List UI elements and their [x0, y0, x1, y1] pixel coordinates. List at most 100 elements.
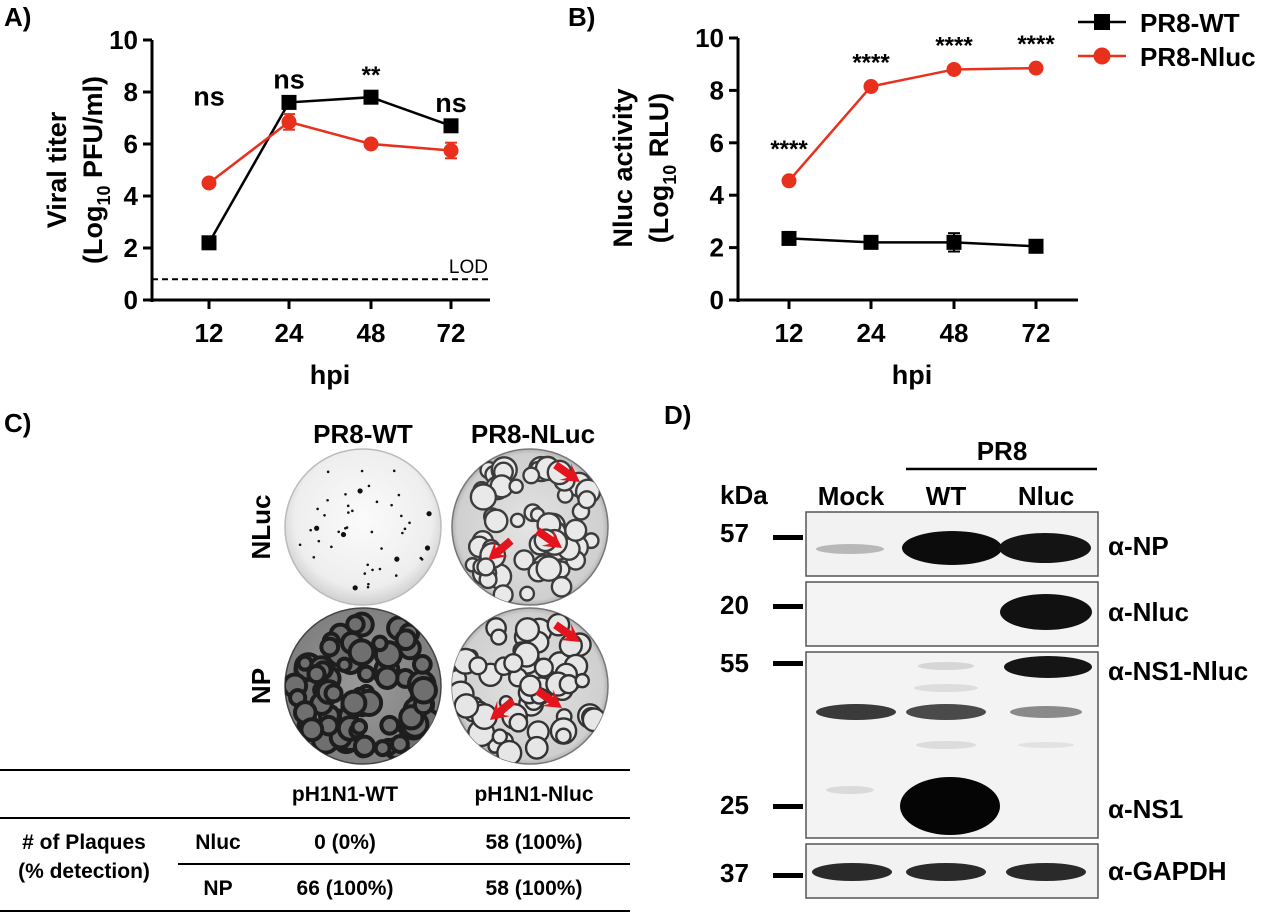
chart-b-significance-label: **** — [935, 32, 973, 59]
chart-b-y-tick-label: 4 — [710, 180, 725, 210]
plaque-dot — [347, 511, 350, 514]
marker-tick-57 — [773, 535, 803, 540]
plaque-ring — [373, 739, 392, 758]
panel-c-row-label-nluc: NLuc — [246, 495, 276, 560]
chart-a-point-nluc — [443, 143, 459, 158]
plaque-dot — [367, 582, 370, 586]
table-row-label-np: NP — [203, 877, 232, 900]
plaque-dot — [337, 530, 341, 534]
panel-c: C) PR8-WT PR8-NLuc NLuc NP — [0, 408, 630, 912]
plaque-ring — [519, 585, 536, 602]
chart-a-xlabel: hpi — [310, 360, 351, 390]
plaque-ring — [468, 656, 488, 676]
arrow-icon — [490, 697, 516, 720]
kda-label: kDa — [720, 480, 768, 510]
chart-a-significance-label: ns — [435, 88, 467, 118]
lane-label-mock: Mock — [818, 481, 885, 511]
panel-d-label: D) — [664, 400, 691, 430]
legend-wt-label: PR8-WT — [1140, 8, 1240, 38]
chart-a-y-tick-label: 0 — [124, 285, 138, 315]
plaque-ring — [296, 654, 314, 672]
table-cell-np-wt: 66 (100%) — [297, 877, 394, 900]
plaque-dot — [401, 531, 404, 535]
plaque-ring — [564, 518, 588, 542]
chart-b-xlabel: hpi — [892, 360, 933, 390]
panel-c-col-header-wt: PR8-WT — [313, 419, 413, 449]
marker-20: 20 — [720, 590, 749, 620]
chart-a-point-nluc — [363, 136, 379, 152]
chart-b-y-tick-label: 6 — [710, 128, 724, 158]
plaque-dot — [346, 504, 350, 508]
chart-a-series-nluc-line — [208, 120, 452, 184]
antibody-ns1-nluc: α-NS1-Nluc — [1108, 656, 1248, 686]
plaque-ring — [345, 614, 366, 635]
plaque-ring — [476, 557, 496, 577]
table-header-wt: pH1N1-WT — [292, 783, 398, 806]
plaque-dot — [317, 539, 321, 543]
chart-b-point-nluc — [946, 61, 962, 77]
chart-b-point-nluc — [781, 173, 797, 189]
plaque-dot — [344, 526, 347, 530]
chart-b-point-nluc — [863, 78, 879, 94]
table-cell-nluc-wt: 0 (0%) — [314, 831, 376, 854]
chart-a-y-tick-label: 4 — [124, 181, 139, 211]
plaque-ring — [469, 483, 498, 511]
chart-b-x-tick-label: 72 — [1022, 318, 1051, 348]
plaque-ring — [340, 689, 368, 717]
plaque-ring — [299, 717, 325, 743]
plaque-ring — [496, 739, 523, 764]
plaque-ring — [306, 663, 327, 685]
plaque-ring — [535, 555, 563, 582]
plaque-ring — [519, 674, 542, 697]
plaque-dot — [323, 513, 326, 517]
plaque-ring — [371, 634, 389, 653]
plaque-dot — [314, 525, 320, 531]
plaque-ring — [513, 549, 535, 571]
arrow-icon — [553, 461, 580, 482]
marker-25: 25 — [720, 790, 749, 820]
plaque-dot — [330, 545, 333, 549]
plaque-dot — [380, 547, 383, 550]
marker-37: 37 — [720, 858, 749, 888]
panel-c-row-label-np: NP — [246, 668, 276, 704]
plaque-ring — [453, 693, 480, 719]
plaque-dot — [360, 469, 364, 473]
plaque-ring — [390, 734, 410, 754]
arrow-icon — [553, 621, 580, 642]
plaque-ring — [581, 707, 607, 733]
plaque-dot — [352, 585, 358, 591]
plate-nluc-np — [451, 607, 609, 765]
plaque-dot — [375, 500, 379, 504]
chart-b-significance-label: **** — [852, 49, 890, 76]
arrow-icon — [535, 527, 562, 548]
arrow-icon — [535, 687, 562, 708]
plaque-ring — [357, 664, 376, 684]
chart-a-point-wt — [363, 89, 379, 105]
marker-tick-20 — [773, 604, 803, 609]
chart-a-point-nluc — [281, 114, 297, 130]
plate-wt-nluc — [284, 448, 442, 606]
panel-b-label: B) — [568, 2, 595, 32]
chart-a-x-tick-label: 24 — [275, 318, 304, 348]
chart-a-y-tick-label: 6 — [124, 129, 138, 159]
plaque-ring — [550, 575, 573, 598]
chart-a-significance-label: ns — [273, 64, 305, 94]
plaque-ring — [508, 712, 529, 733]
plaque-dot — [298, 543, 302, 547]
chart-a-point-wt — [281, 94, 297, 110]
plaque-table: pH1N1-WT pH1N1-Nluc # of Plaques (% dete… — [0, 769, 630, 912]
plaque-dot — [394, 556, 400, 562]
table-row-group-line1: # of Plaques — [22, 831, 146, 854]
chart-b-point-wt — [1028, 238, 1044, 254]
table-header-nluc: pH1N1-Nluc — [474, 783, 593, 806]
chart-b-point-wt — [863, 234, 879, 250]
chart-b-point-nluc — [1028, 60, 1044, 76]
plaque-dot — [424, 545, 431, 551]
plaque-dot — [326, 498, 329, 502]
plaque-dot — [394, 574, 398, 577]
blot-ns1 — [805, 651, 1099, 839]
plaque-dot — [309, 528, 312, 532]
plaque-ring — [574, 672, 590, 689]
